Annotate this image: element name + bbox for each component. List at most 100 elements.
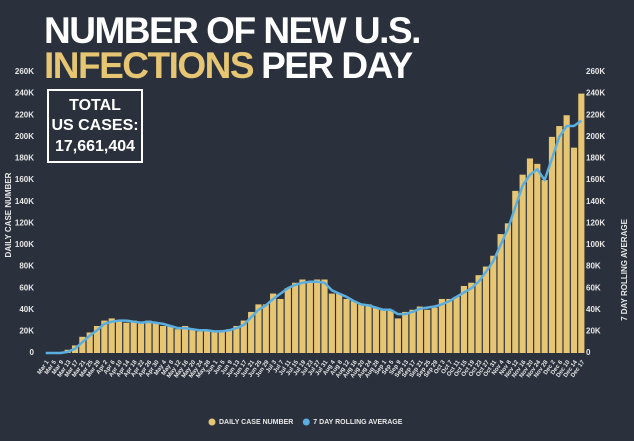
y-tick-label: 220K (15, 110, 34, 119)
bar (204, 330, 211, 353)
y-tick-label: 100K (15, 240, 34, 249)
bar (130, 320, 137, 353)
legend-swatch (208, 418, 216, 426)
bar (189, 329, 196, 353)
bar (394, 318, 401, 353)
bar (159, 325, 167, 353)
bar (570, 147, 578, 353)
bar (504, 223, 512, 353)
legend-label: 7 DAY ROLLING AVERAGE (313, 419, 402, 426)
bar (438, 298, 445, 353)
bar (350, 301, 357, 353)
bar (152, 322, 159, 353)
bar (101, 320, 108, 353)
bar (299, 279, 306, 353)
bar (416, 306, 423, 353)
bar (240, 320, 247, 353)
bar (123, 322, 130, 353)
bar (409, 309, 416, 353)
y2-tick-label: 160K (586, 175, 605, 184)
bar (475, 275, 482, 353)
bar (115, 320, 123, 353)
bar (321, 279, 328, 353)
bar (233, 325, 240, 353)
y2-tick-label: 200K (586, 132, 605, 141)
bar (519, 174, 526, 353)
bar (548, 136, 556, 353)
y2-tick-label: 220K (586, 110, 605, 119)
y-tick-label: 0 (30, 348, 35, 357)
chart-title-line1: NUMBER OF NEW U.S. (44, 10, 420, 51)
bar (108, 318, 115, 353)
bar (541, 180, 548, 353)
bar (226, 329, 233, 353)
bar (431, 307, 438, 353)
y2-tick-label: 0 (586, 348, 591, 357)
total-value: 17,661,404 (55, 138, 135, 155)
total-box (47, 89, 143, 163)
y-tick-label: 40K (19, 305, 34, 314)
y-tick-label: 240K (15, 89, 34, 98)
bar (248, 311, 255, 353)
bar (534, 163, 541, 353)
bar (182, 325, 189, 353)
bar (137, 322, 145, 353)
bar (336, 293, 343, 353)
legend-swatch (302, 418, 310, 426)
bar (497, 234, 504, 353)
y2-tick-label: 40K (586, 305, 601, 314)
title-rest: PER DAY (261, 45, 413, 86)
bar (79, 336, 86, 353)
bar (196, 331, 203, 353)
bar (578, 93, 585, 353)
bar (270, 293, 277, 353)
y2-tick-label: 100K (586, 240, 605, 249)
bar (343, 298, 350, 353)
bar (211, 331, 218, 353)
bar (490, 255, 497, 353)
bar (387, 309, 394, 353)
bar (402, 311, 409, 353)
bar (262, 304, 269, 353)
bar (328, 293, 335, 353)
y-tick-label: 260K (15, 67, 34, 76)
y2-tick-label: 180K (586, 154, 605, 163)
bar (284, 288, 291, 353)
bar (86, 332, 93, 353)
bar (512, 190, 519, 353)
bar (365, 304, 372, 353)
bar (145, 320, 152, 353)
bar (372, 307, 379, 353)
bar (468, 282, 475, 353)
y-tick-label: 140K (15, 197, 34, 206)
y2-tick-label: 80K (586, 262, 601, 271)
bar (174, 329, 181, 353)
y2-tick-label: 60K (586, 283, 601, 292)
bar (556, 126, 563, 354)
y-tick-label: 120K (15, 218, 34, 227)
bar (380, 309, 387, 353)
chart-title-line2: INFECTIONS PER DAY (44, 45, 413, 86)
bar (277, 298, 284, 353)
y-tick-label: 60K (19, 283, 34, 292)
y-tick-label: 200K (15, 132, 34, 141)
bar (314, 279, 321, 353)
bar (358, 304, 365, 353)
y2-tick-label: 120K (586, 218, 605, 227)
bar (453, 296, 460, 353)
y-tick-label: 80K (19, 262, 34, 271)
bar (563, 115, 570, 353)
legend-label: DAILY CASE NUMBER (219, 419, 293, 426)
bar (482, 266, 490, 353)
bar (218, 331, 225, 353)
y-tick-label: 180K (15, 154, 34, 163)
bar (424, 309, 431, 353)
bar (93, 325, 101, 353)
y2-tick-label: 260K (586, 67, 605, 76)
bar (526, 158, 534, 353)
total-label: US CASES: (51, 117, 138, 134)
title-highlight: INFECTIONS (44, 45, 254, 86)
bar (446, 298, 453, 353)
y-tick-label: 20K (19, 326, 34, 335)
y-tick-label: 160K (15, 175, 34, 184)
